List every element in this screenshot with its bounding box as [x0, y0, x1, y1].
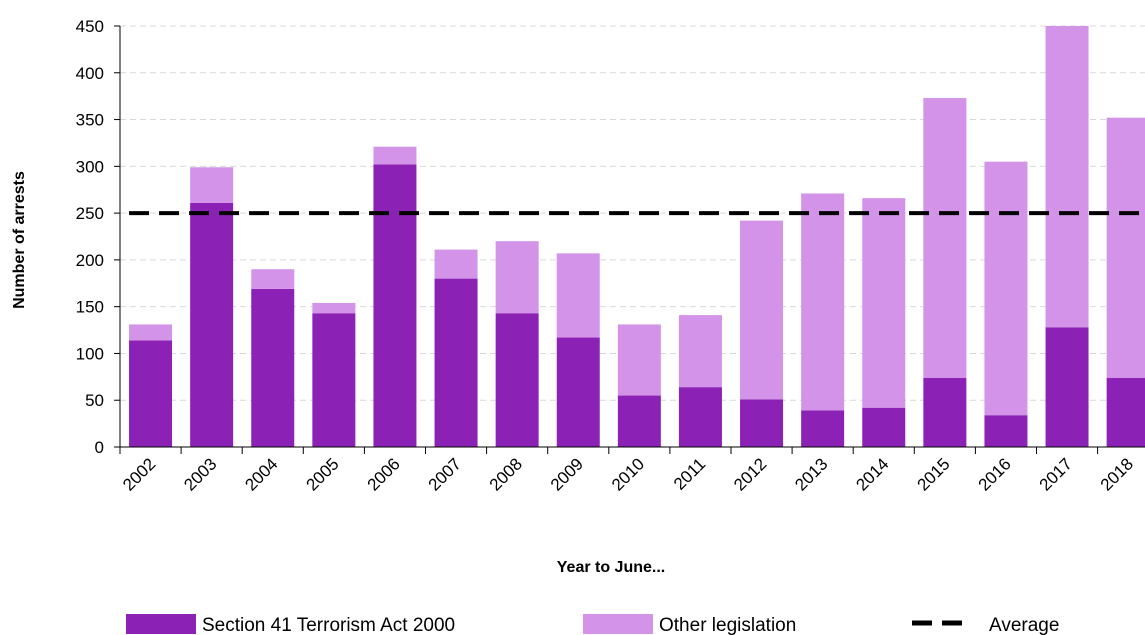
y-tick-label: 400	[76, 64, 104, 83]
x-tick-label: 2007	[425, 454, 465, 494]
x-tick-label: 2013	[791, 454, 831, 494]
bar-section41	[617, 395, 661, 447]
y-tick-label: 300	[76, 157, 104, 176]
bar-other-legislation	[984, 161, 1028, 416]
y-tick-label: 0	[95, 438, 104, 457]
x-tick-label: 2016	[975, 454, 1015, 494]
x-tick-label: 2015	[913, 454, 953, 494]
axes	[114, 25, 1145, 454]
y-axis-title: Number of arrests	[11, 171, 28, 309]
x-tick-label: 2014	[852, 454, 892, 494]
x-tick-label: 2006	[364, 454, 404, 494]
bar-other-legislation	[678, 315, 722, 388]
bar-section41	[495, 313, 539, 447]
x-tick-label: 2017	[1036, 454, 1076, 494]
x-tick-label: 2004	[241, 454, 281, 494]
x-tick-label: 2012	[730, 454, 770, 494]
bar-other-legislation	[1106, 117, 1145, 378]
bar-other-legislation	[312, 302, 356, 314]
bar-other-legislation	[617, 324, 661, 396]
bar-section41	[1106, 377, 1145, 447]
bar-section41	[251, 288, 295, 447]
legend-label-section41: Section 41 Terrorism Act 2000	[202, 615, 455, 635]
y-tick-label: 200	[76, 251, 104, 270]
y-tick-label: 450	[76, 17, 104, 36]
x-axis-title: Year to June...	[557, 559, 665, 576]
bars	[129, 26, 1145, 447]
legend-label-other-legislation: Other legislation	[659, 615, 796, 635]
y-tick-label: 350	[76, 111, 104, 130]
bar-section41	[129, 340, 173, 447]
x-tick-label: 2002	[119, 454, 159, 494]
bar-section41	[556, 337, 600, 447]
bar-other-legislation	[862, 198, 906, 408]
x-tick-label: 2009	[547, 454, 587, 494]
x-tick-label: 2010	[608, 454, 648, 494]
bar-section41	[923, 377, 967, 447]
bar-other-legislation	[556, 253, 600, 338]
y-tick-label: 100	[76, 344, 104, 363]
bar-section41	[312, 313, 356, 447]
bar-other-legislation	[434, 249, 478, 279]
legend-label-average: Average	[989, 615, 1059, 635]
bar-other-legislation	[373, 146, 417, 165]
bar-other-legislation	[495, 241, 539, 314]
legend: Section 41 Terrorism Act 2000 Other legi…	[126, 614, 1059, 635]
bar-other-legislation	[923, 98, 967, 378]
bar-other-legislation	[190, 167, 234, 203]
bar-other-legislation	[740, 220, 784, 400]
bar-section41	[434, 278, 478, 447]
x-tick-labels: 2002 2003 2004 2005 2006 2007 2008 2009 2010 2011…	[119, 454, 1137, 494]
bar-section41	[862, 407, 906, 447]
x-tick-label: 2018	[1097, 454, 1137, 494]
bar-section41	[678, 387, 722, 447]
legend-swatch-other-legislation	[583, 614, 653, 634]
x-tick-label: 2011	[670, 454, 709, 493]
bar-section41	[1045, 327, 1089, 447]
bar-section41	[801, 410, 845, 447]
bar-section41	[740, 399, 784, 447]
bar-other-legislation	[129, 324, 173, 341]
bar-other-legislation	[801, 193, 845, 411]
legend-swatch-section41	[126, 614, 196, 634]
bar-section41	[190, 202, 234, 447]
bar-section41	[373, 164, 417, 447]
x-tick-label: 2008	[486, 454, 526, 494]
y-tick-label: 250	[76, 204, 104, 223]
y-tick-label: 50	[85, 391, 104, 410]
y-tick-label: 150	[76, 298, 104, 317]
x-tick-label: 2003	[180, 454, 220, 494]
bar-other-legislation	[251, 269, 295, 289]
x-tick-label: 2005	[302, 454, 342, 494]
bar-section41	[984, 415, 1028, 447]
bar-other-legislation	[1045, 26, 1089, 328]
y-tick-labels: 0 50 100 150 200 250 300 350 400 450	[76, 17, 104, 457]
